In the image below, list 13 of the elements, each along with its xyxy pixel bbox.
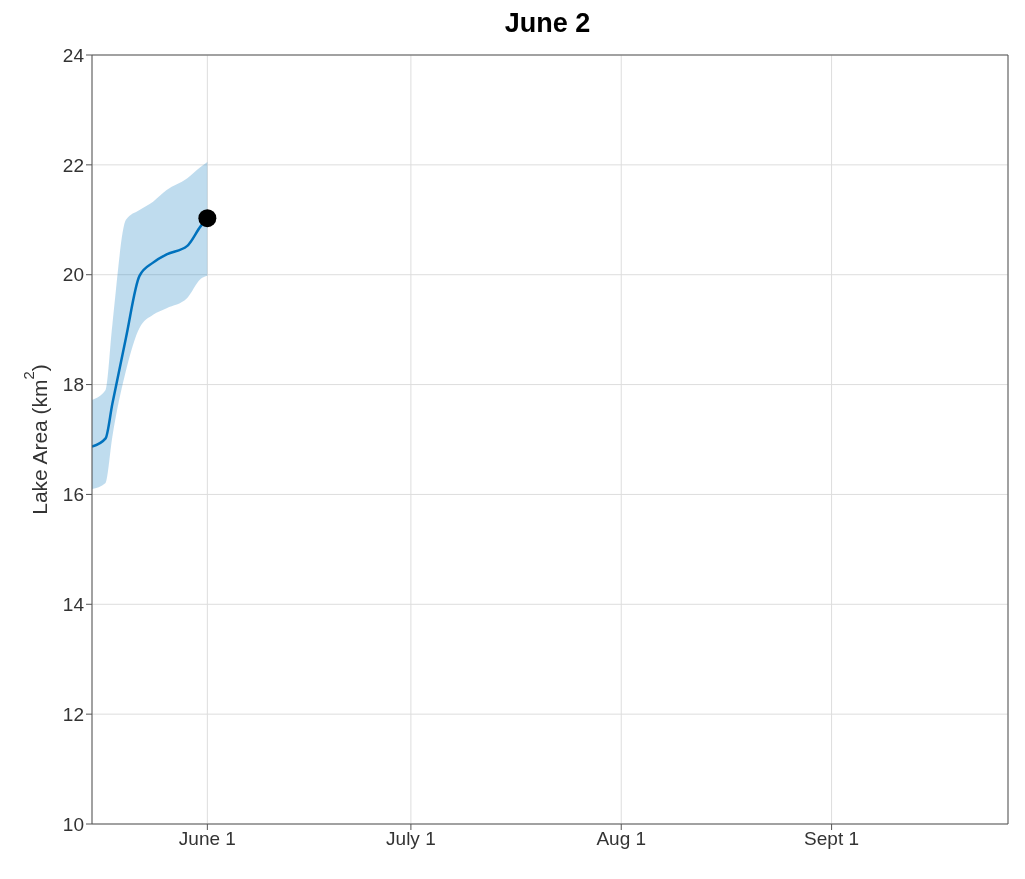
y-tick-label: 12 [62, 703, 84, 725]
y-tick-label: 10 [62, 813, 84, 835]
y-tick-label: 18 [62, 374, 84, 396]
x-tick-label: July 1 [386, 828, 436, 850]
y-tick-label: 22 [62, 154, 84, 176]
y-tick-label: 16 [62, 484, 84, 506]
x-tick-label: Aug 1 [596, 828, 647, 850]
x-tick-label: Sept 1 [804, 828, 860, 850]
x-tick-label: June 1 [178, 828, 236, 850]
chart-title: June 2 [503, 8, 592, 40]
y-tick-label: 24 [62, 44, 85, 66]
y-tick-label: 14 [62, 594, 85, 616]
y-tick-label: 20 [62, 264, 84, 286]
